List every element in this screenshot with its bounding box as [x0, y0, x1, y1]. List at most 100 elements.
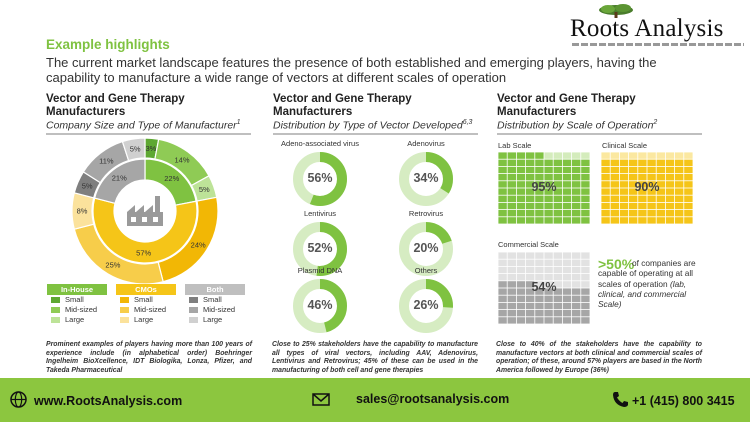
waffle-cell	[684, 181, 693, 188]
waffle-cell	[665, 152, 675, 159]
waffle-cell	[544, 288, 553, 295]
waffle-cell	[535, 281, 544, 288]
waffle-cell	[572, 266, 581, 274]
waffle-cell	[610, 210, 619, 217]
waffle-cell	[581, 259, 590, 266]
waffle-cell	[544, 181, 553, 188]
waffle-cell	[656, 202, 665, 210]
waffle-cell	[684, 188, 693, 195]
waffle-cell	[610, 188, 619, 195]
ring-chart	[293, 152, 347, 206]
waffle-cell	[629, 217, 638, 224]
legend-swatch	[120, 307, 129, 313]
waffle-cell	[619, 188, 629, 195]
waffle-cell	[638, 181, 647, 188]
waffle-cell	[572, 310, 581, 317]
waffle-cell	[507, 259, 516, 266]
waffle-cell	[562, 159, 572, 166]
waffle-cell	[647, 181, 656, 188]
company-size-donut-chart: 22% 57% 21% 3% 14% 5% 24% 25% 8% 5% 11% 5%	[71, 137, 219, 285]
waffle-cell	[572, 288, 581, 295]
waffle-cell	[665, 174, 675, 181]
waffle-cell	[562, 181, 572, 188]
waffle-cell	[535, 152, 544, 159]
waffle-cell	[544, 152, 553, 159]
waffle-cell	[507, 202, 516, 210]
waffle-cell	[526, 281, 535, 288]
waffle-cell	[498, 266, 507, 274]
waffle-cell	[581, 152, 590, 159]
waffle-cell	[498, 288, 507, 295]
waffle-cell	[647, 202, 656, 210]
waffle-cell	[601, 181, 610, 188]
globe-icon	[10, 391, 27, 408]
footer-website-link[interactable]: www.RootsAnalysis.com	[34, 394, 183, 408]
legend-item: Small	[185, 295, 245, 305]
waffle-cell	[638, 217, 647, 224]
waffle-cell	[610, 181, 619, 188]
factory-icon	[127, 196, 163, 226]
waffle-cell	[581, 166, 590, 174]
waffle-cell	[516, 217, 526, 224]
waffle-cell	[498, 202, 507, 210]
waffle-cell	[581, 159, 590, 166]
donut-inner-label: 57%	[136, 248, 151, 257]
waffle-cell	[507, 281, 516, 288]
waffle-cell	[507, 252, 516, 259]
waffle-cell	[629, 159, 638, 166]
waffle-cell	[572, 295, 581, 302]
legend-group: In-House Small Mid-sized Large	[47, 284, 107, 325]
ring-chart	[293, 279, 347, 333]
waffle-cell	[647, 217, 656, 224]
waffle-cell	[581, 252, 590, 259]
waffle-cell	[638, 202, 647, 210]
waffle-cell	[629, 181, 638, 188]
legend-group: Both Small Mid-sized Large	[185, 284, 245, 325]
waffle-cell	[684, 166, 693, 174]
waffle-cell	[562, 274, 572, 281]
waffle-cell	[619, 217, 629, 224]
waffle-cell	[675, 181, 684, 188]
footer-phone-link[interactable]: +1 (415) 800 3415	[632, 394, 735, 408]
ring-value-arc	[399, 222, 453, 276]
waffle-cell	[675, 217, 684, 224]
waffle-title: Commercial Scale	[498, 240, 559, 249]
footer-email-link[interactable]: sales@rootsanalysis.com	[356, 392, 510, 406]
waffle-cell	[544, 188, 553, 195]
waffle-cell	[535, 202, 544, 210]
waffle-cell	[544, 295, 553, 302]
waffle-cell	[581, 310, 590, 317]
ring-title: Adeno-associated virus	[281, 139, 359, 148]
waffle-cell	[535, 266, 544, 274]
waffle-cell	[544, 252, 553, 259]
col1-title: Vector and Gene Therapy Manufacturers	[46, 93, 185, 118]
waffle-cell	[526, 166, 535, 174]
col1-description: Prominent examples of players having mor…	[46, 341, 252, 374]
donut-outer-label: 5%	[199, 185, 210, 194]
waffle-cell	[516, 188, 526, 195]
waffle-value: 90%	[634, 180, 660, 194]
waffle-cell	[544, 202, 553, 210]
waffle-cell	[553, 274, 562, 281]
donut-outer-label: 25%	[105, 261, 120, 270]
legend-group-header: CMOs	[116, 284, 176, 295]
waffle-cell	[601, 202, 610, 210]
waffle-title: Lab Scale	[498, 141, 532, 150]
waffle-cell	[516, 310, 526, 317]
waffle-cell	[526, 302, 535, 310]
waffle-cell	[507, 288, 516, 295]
legend-item-label: Mid-sized	[134, 305, 167, 314]
waffle-cell	[498, 274, 507, 281]
waffle-cell	[498, 295, 507, 302]
waffle-cell	[675, 166, 684, 174]
waffle-cell	[535, 159, 544, 166]
waffle-cell	[535, 295, 544, 302]
waffle-cell	[535, 310, 544, 317]
donut-outer-label: 3%	[146, 144, 157, 153]
waffle-cell	[562, 295, 572, 302]
ring-chart	[293, 222, 347, 276]
waffle-cell	[638, 210, 647, 217]
waffle-cell	[507, 274, 516, 281]
footer-bar: www.RootsAnalysis.com sales@rootsanalysi…	[0, 378, 750, 422]
waffle-cell	[507, 166, 516, 174]
